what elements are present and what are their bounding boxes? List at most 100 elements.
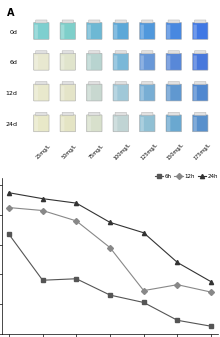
FancyBboxPatch shape [167, 117, 170, 131]
FancyBboxPatch shape [87, 23, 102, 39]
FancyBboxPatch shape [61, 117, 64, 131]
FancyBboxPatch shape [193, 56, 197, 69]
FancyBboxPatch shape [168, 112, 180, 115]
FancyBboxPatch shape [193, 86, 197, 100]
FancyBboxPatch shape [60, 84, 75, 101]
FancyBboxPatch shape [141, 25, 144, 39]
6h [41, 278, 44, 282]
FancyBboxPatch shape [34, 53, 49, 70]
Text: 50mg/L: 50mg/L [61, 143, 78, 160]
FancyBboxPatch shape [89, 82, 100, 85]
FancyBboxPatch shape [62, 20, 73, 23]
FancyBboxPatch shape [166, 53, 181, 70]
FancyBboxPatch shape [113, 53, 128, 70]
FancyBboxPatch shape [113, 23, 128, 39]
24h [41, 197, 44, 201]
24h [176, 261, 179, 265]
6h [8, 232, 10, 236]
FancyBboxPatch shape [194, 20, 206, 23]
FancyBboxPatch shape [34, 115, 49, 132]
FancyBboxPatch shape [166, 23, 181, 39]
FancyBboxPatch shape [193, 25, 197, 39]
24h [142, 231, 145, 235]
FancyBboxPatch shape [61, 56, 64, 69]
FancyBboxPatch shape [114, 117, 117, 131]
FancyBboxPatch shape [115, 112, 126, 115]
FancyBboxPatch shape [113, 84, 128, 101]
FancyBboxPatch shape [36, 51, 47, 54]
FancyBboxPatch shape [141, 56, 144, 69]
FancyBboxPatch shape [89, 20, 100, 23]
Text: 100mg/L: 100mg/L [113, 142, 132, 161]
FancyBboxPatch shape [88, 86, 91, 100]
24h [8, 191, 10, 195]
FancyBboxPatch shape [139, 115, 155, 132]
Text: 12d: 12d [6, 91, 17, 96]
FancyBboxPatch shape [88, 117, 91, 131]
Legend: 6h, 12h, 24h: 6h, 12h, 24h [154, 173, 219, 180]
Text: 150mg/L: 150mg/L [166, 142, 185, 161]
Text: 24d: 24d [5, 122, 17, 127]
FancyBboxPatch shape [142, 82, 153, 85]
6h [75, 277, 78, 281]
Line: 6h: 6h [7, 232, 213, 328]
6h [176, 318, 179, 322]
Text: A: A [7, 8, 14, 18]
12h [210, 290, 212, 294]
FancyBboxPatch shape [194, 82, 206, 85]
FancyBboxPatch shape [89, 112, 100, 115]
FancyBboxPatch shape [114, 56, 117, 69]
FancyBboxPatch shape [168, 20, 180, 23]
Text: 175mg/L: 175mg/L [192, 142, 211, 161]
Line: 24h: 24h [7, 191, 213, 284]
12h [8, 206, 10, 210]
FancyBboxPatch shape [168, 82, 180, 85]
FancyBboxPatch shape [166, 84, 181, 101]
FancyBboxPatch shape [167, 86, 170, 100]
24h [75, 201, 78, 205]
FancyBboxPatch shape [61, 25, 64, 39]
FancyBboxPatch shape [36, 112, 47, 115]
FancyBboxPatch shape [192, 53, 208, 70]
FancyBboxPatch shape [142, 112, 153, 115]
24h [210, 280, 212, 284]
FancyBboxPatch shape [167, 25, 170, 39]
24h [109, 220, 111, 224]
FancyBboxPatch shape [168, 51, 180, 54]
Text: 0d: 0d [9, 30, 17, 35]
FancyBboxPatch shape [89, 51, 100, 54]
FancyBboxPatch shape [192, 23, 208, 39]
12h [75, 219, 78, 223]
FancyBboxPatch shape [142, 51, 153, 54]
FancyBboxPatch shape [166, 115, 181, 132]
FancyBboxPatch shape [88, 56, 91, 69]
FancyBboxPatch shape [62, 82, 73, 85]
FancyBboxPatch shape [60, 23, 75, 39]
Text: 75mg/L: 75mg/L [88, 143, 104, 160]
FancyBboxPatch shape [139, 23, 155, 39]
Text: 125mg/L: 125mg/L [139, 142, 158, 161]
FancyBboxPatch shape [113, 115, 128, 132]
FancyBboxPatch shape [114, 25, 117, 39]
FancyBboxPatch shape [36, 82, 47, 85]
FancyBboxPatch shape [87, 115, 102, 132]
FancyBboxPatch shape [115, 20, 126, 23]
Text: 25mg/L: 25mg/L [35, 143, 51, 160]
FancyBboxPatch shape [139, 53, 155, 70]
FancyBboxPatch shape [62, 51, 73, 54]
FancyBboxPatch shape [142, 20, 153, 23]
FancyBboxPatch shape [35, 56, 38, 69]
FancyBboxPatch shape [192, 84, 208, 101]
FancyBboxPatch shape [194, 51, 206, 54]
FancyBboxPatch shape [60, 53, 75, 70]
Line: 12h: 12h [7, 206, 213, 294]
6h [210, 324, 212, 328]
12h [109, 246, 111, 250]
FancyBboxPatch shape [193, 117, 197, 131]
FancyBboxPatch shape [34, 23, 49, 39]
Text: 6d: 6d [9, 60, 17, 65]
FancyBboxPatch shape [192, 115, 208, 132]
FancyBboxPatch shape [35, 117, 38, 131]
FancyBboxPatch shape [60, 115, 75, 132]
FancyBboxPatch shape [167, 56, 170, 69]
